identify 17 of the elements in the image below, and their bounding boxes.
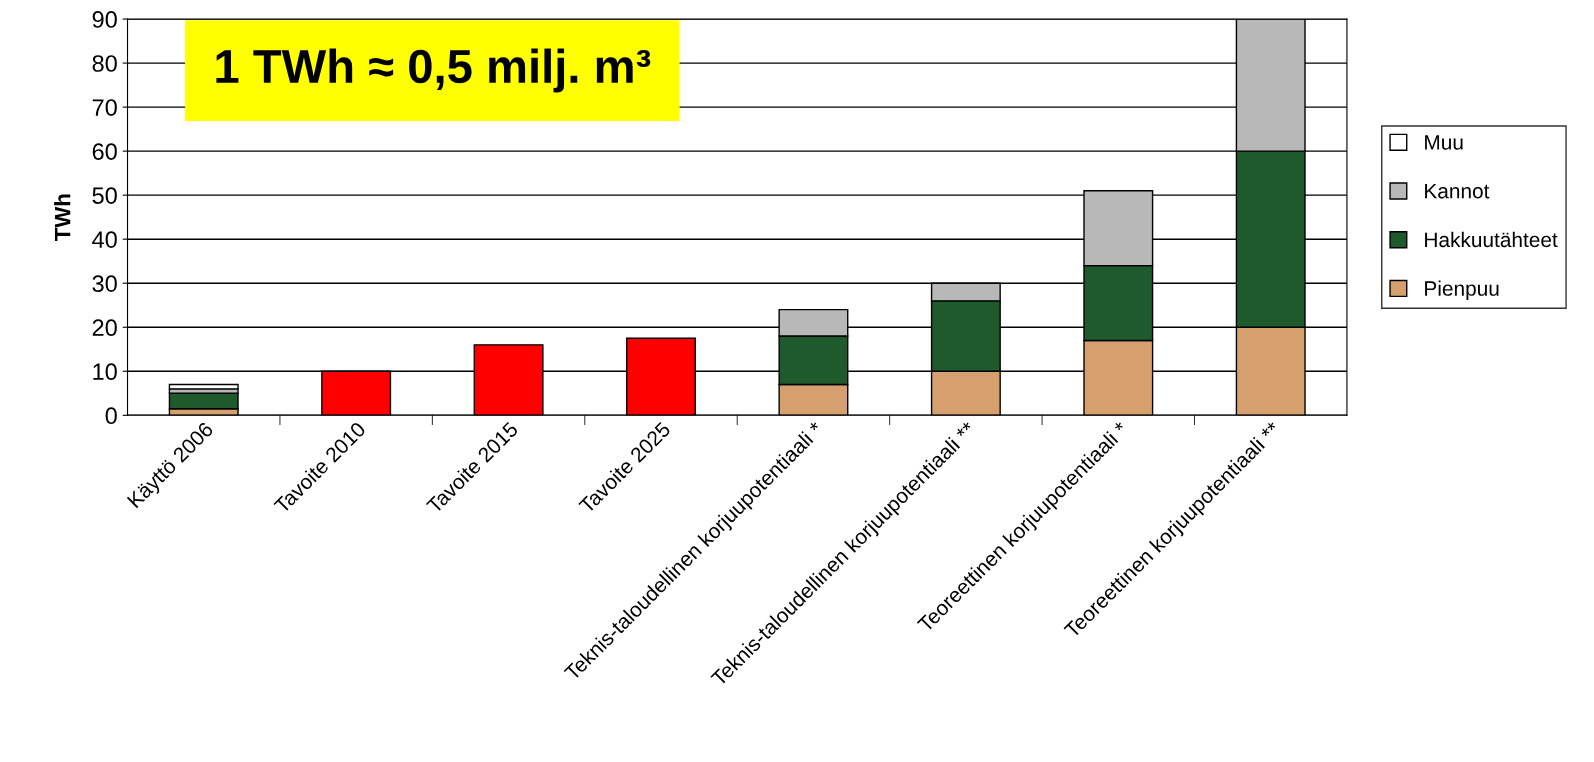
y-tick-label: 10 [93,363,117,381]
y-tick-label: 20 [92,319,117,337]
y-tick-label: 60 [92,143,117,160]
legend-label: Pienpuu [1425,280,1499,300]
y-tick-label: 0 [105,407,117,425]
bar [168,383,239,390]
y-tick-label: 50 [92,187,117,204]
y-tick-label: 70 [92,99,117,116]
legend-label: Kannot [1425,183,1490,199]
y-tick-label: 40 [92,231,117,248]
legend-label: Hakkuutähteet [1425,231,1558,248]
legend-label: Muu [1425,135,1463,150]
annotation: 1 TWh ≈ 0,5 milj. m³ [216,48,651,93]
y-tick-label: 30 [92,275,117,292]
y-axis-title: TWh [54,194,71,241]
y-tick-label: 90 [92,11,117,28]
y-tick-label: 80 [92,55,117,72]
